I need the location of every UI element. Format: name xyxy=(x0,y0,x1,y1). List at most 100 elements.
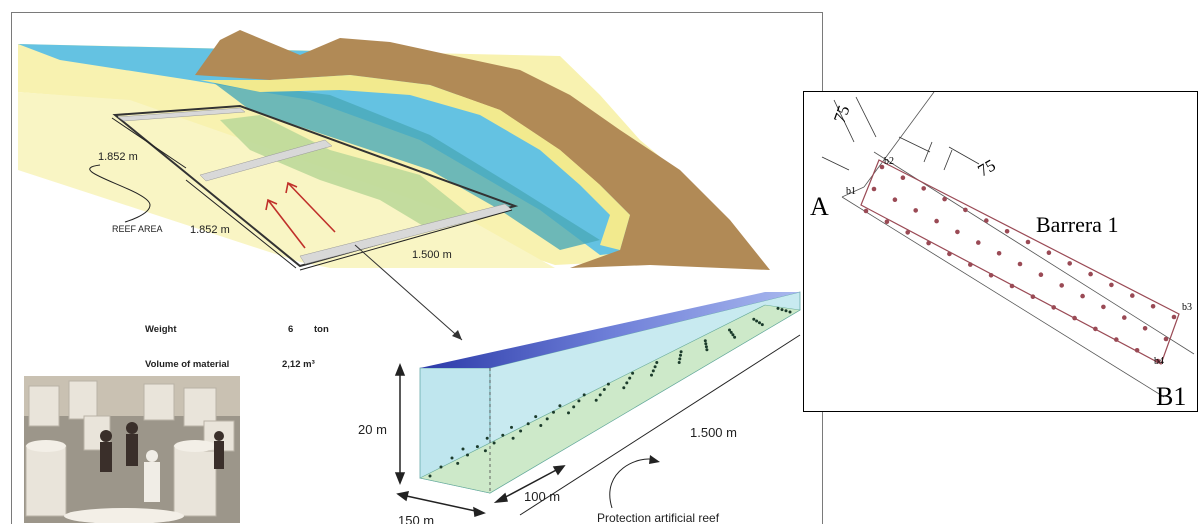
spacing-2: 75 xyxy=(975,156,999,181)
reef-block-dot xyxy=(456,461,460,465)
reef-block-dot xyxy=(760,323,764,327)
barrier-point-dot xyxy=(921,186,926,191)
barrier-point-dot xyxy=(871,186,877,192)
zoom-leader-line xyxy=(354,244,463,341)
reef-block-dot xyxy=(539,424,543,427)
reef-block-dot xyxy=(572,405,576,409)
reef-block-dot xyxy=(731,333,735,337)
reef-block-dot xyxy=(677,361,681,364)
reef-area-leader xyxy=(89,164,151,223)
reef-block-dot xyxy=(784,309,788,313)
reef-block-dot xyxy=(776,306,780,310)
barrier-point-dot xyxy=(1004,229,1010,234)
reef-block-dot xyxy=(534,415,538,419)
reef-block-dot xyxy=(780,308,784,312)
barrier-point-dot xyxy=(942,196,947,202)
reef-area-outline xyxy=(112,104,519,268)
barrier-point-dot xyxy=(1093,326,1098,332)
weight-label: Weight xyxy=(145,324,177,335)
reef-block-dot xyxy=(466,453,469,457)
water-surface xyxy=(420,292,800,368)
barrier-point-dot xyxy=(1067,261,1072,266)
caption-leader xyxy=(609,458,656,509)
dimension-lines xyxy=(111,117,513,271)
reef-block-dot xyxy=(625,381,629,385)
reef-block-dot xyxy=(501,433,505,437)
reef-block-dot xyxy=(651,369,655,373)
reef-block-dot xyxy=(729,330,733,334)
barrier-point-dot xyxy=(1025,239,1031,245)
volume-label: Volume of material xyxy=(145,359,229,370)
barrier-point-dot xyxy=(1059,283,1064,288)
barrier-point-dot xyxy=(1122,315,1127,320)
barrier-point-dot xyxy=(884,219,890,224)
reef-block-dot xyxy=(428,474,432,478)
barrier-point-dot xyxy=(947,251,952,257)
reef-block-dot xyxy=(598,393,602,397)
reef-block-dot xyxy=(545,417,549,421)
barrier-point-dot xyxy=(1038,272,1044,277)
barrier-point-dot xyxy=(926,240,931,246)
barrier-point-dot xyxy=(1130,293,1135,298)
spacing-1: 75 xyxy=(830,103,854,125)
reef-block-dot xyxy=(594,398,598,402)
barrier-point-dot xyxy=(1088,271,1093,277)
artificial-reef-blocks xyxy=(428,306,792,478)
spacing-label: 100 m xyxy=(524,489,560,504)
reef-block-dot xyxy=(679,353,682,357)
length-label: 1.500 m xyxy=(690,425,737,440)
reef-block-dot xyxy=(758,321,761,325)
reef-area-label: REEF AREA xyxy=(112,224,163,234)
barrier-point-dot xyxy=(984,218,989,223)
corner-b4: b4 xyxy=(1154,356,1164,367)
reef-block-dot xyxy=(728,328,731,332)
barrier-point-dot xyxy=(1150,304,1156,309)
reef-block-dot xyxy=(450,456,454,460)
reef-block-dot xyxy=(492,441,496,445)
reef-block-dot xyxy=(567,411,570,415)
zoom-leader-arrowhead xyxy=(452,330,462,340)
reef-block-dot xyxy=(511,436,515,440)
barrier-point-dot xyxy=(1046,250,1052,255)
reef-block-dot xyxy=(655,361,659,364)
caption-leader-arrowhead xyxy=(649,455,660,464)
reef-block-dot xyxy=(622,386,626,390)
reef-strip-1 xyxy=(117,107,246,122)
barrier-point-dot xyxy=(1101,304,1106,310)
reef-block-dot xyxy=(577,399,581,403)
barrier-label: Barrera 1 xyxy=(1036,212,1118,237)
reef-block-dot xyxy=(650,373,653,377)
current-arrows xyxy=(265,181,336,249)
barrier-point-dot xyxy=(1155,358,1161,364)
caption: Protection artificial reef xyxy=(597,511,720,524)
barrier-point-dot xyxy=(996,251,1002,256)
reef-block-dot xyxy=(519,429,523,433)
reef-block-dot xyxy=(704,342,708,346)
reef-block-dot xyxy=(510,425,513,429)
barrier-outline xyxy=(860,159,1180,365)
green-reef-patch xyxy=(220,115,470,230)
reef-block-dot xyxy=(653,365,657,369)
reef-block-dot xyxy=(679,350,683,354)
block-dimension-lines xyxy=(394,334,801,518)
width-label: 150 m xyxy=(398,513,434,524)
reef-block-dot xyxy=(526,422,530,426)
barrier-point-dot xyxy=(1030,294,1036,299)
seabed-floor xyxy=(419,304,801,494)
reef-block-dot xyxy=(582,393,586,397)
dim-length: 1.500 m xyxy=(412,249,452,261)
land-mass xyxy=(195,30,770,270)
volume-value: 2,12 m³ xyxy=(282,359,315,370)
barrier-point-dot xyxy=(968,262,973,267)
reef-block-dot xyxy=(631,371,635,375)
reef-block-dot xyxy=(461,447,465,451)
barrier-point-dot xyxy=(1171,314,1177,320)
reef-strip-2 xyxy=(199,139,333,182)
barrier-point-dot xyxy=(1134,348,1140,353)
barrier-plan-inset: 75 75 A B1 Barrera 1 b1 b2 b3 b4 xyxy=(803,91,1198,412)
barrier-point-dot xyxy=(913,208,918,213)
barrier-point-dot xyxy=(955,229,960,235)
reef-block-dot xyxy=(678,357,682,361)
barrier-point-dot xyxy=(1109,282,1114,288)
